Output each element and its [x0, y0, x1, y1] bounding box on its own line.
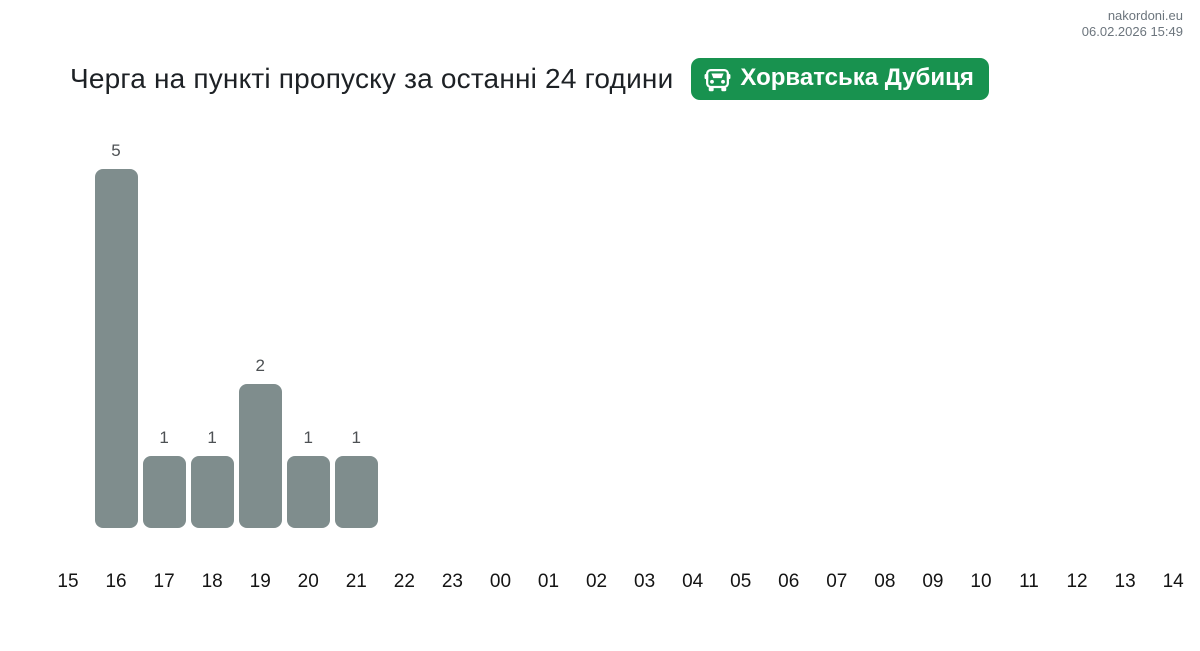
x-tick-label-05: 05 [730, 571, 752, 592]
bar-value-label-18: 1 [207, 428, 217, 448]
chart-bar-16 [94, 169, 138, 528]
title-row: Черга на пункті пропуску за останні 24 г… [70, 55, 989, 103]
bar-value-label-19: 2 [255, 356, 265, 376]
x-tick-label-11: 11 [1019, 571, 1039, 592]
x-tick-label-08: 08 [874, 571, 896, 592]
x-tick-label-06: 06 [778, 571, 800, 592]
car-front-icon [704, 65, 731, 92]
x-tick-label-21: 21 [345, 571, 367, 592]
chart-bar-19 [238, 384, 282, 528]
page-title: Черга на пункті пропуску за останні 24 г… [70, 63, 674, 94]
x-tick-label-04: 04 [682, 571, 704, 592]
header-meta: nakordoni.eu 06.02.2026 15:49 [1082, 8, 1183, 40]
x-tick-label-13: 13 [1114, 571, 1136, 592]
x-tick-label-15: 15 [57, 571, 79, 592]
bar-value-label-20: 1 [303, 428, 313, 448]
x-tick-label-23: 23 [441, 571, 463, 592]
x-tick-label-20: 20 [297, 571, 319, 592]
x-tick-label-07: 07 [826, 571, 848, 592]
timestamp: 06.02.2026 15:49 [1081, 24, 1183, 39]
chart-bar-20 [286, 456, 330, 528]
site-name: nakordoni.eu [1107, 8, 1183, 23]
bar-value-label-17: 1 [159, 428, 169, 448]
x-tick-label-03: 03 [634, 571, 656, 592]
x-tick-label-01: 01 [537, 571, 560, 592]
chart-bar-21 [334, 456, 378, 528]
x-tick-label-10: 10 [970, 571, 992, 592]
x-tick-label-12: 12 [1066, 571, 1088, 592]
x-tick-label-18: 18 [201, 571, 223, 592]
checkpoint-badge-label: Хорватська Дубиця [740, 64, 974, 92]
chart-bar-17 [142, 456, 186, 528]
x-tick-label-17: 17 [153, 571, 175, 592]
x-tick-label-00: 00 [489, 571, 512, 592]
bar-value-label-16: 5 [111, 141, 121, 160]
x-tick-label-14: 14 [1162, 571, 1184, 592]
x-tick-label-22: 22 [393, 571, 415, 592]
chart-bar-18 [190, 456, 234, 528]
checkpoint-badge[interactable]: Хорватська Дубиця [691, 58, 989, 100]
x-tick-label-09: 09 [922, 571, 944, 592]
x-tick-label-19: 19 [249, 571, 271, 592]
x-tick-label-02: 02 [585, 571, 608, 592]
x-tick-label-16: 16 [105, 571, 127, 592]
bar-value-label-21: 1 [351, 428, 362, 448]
